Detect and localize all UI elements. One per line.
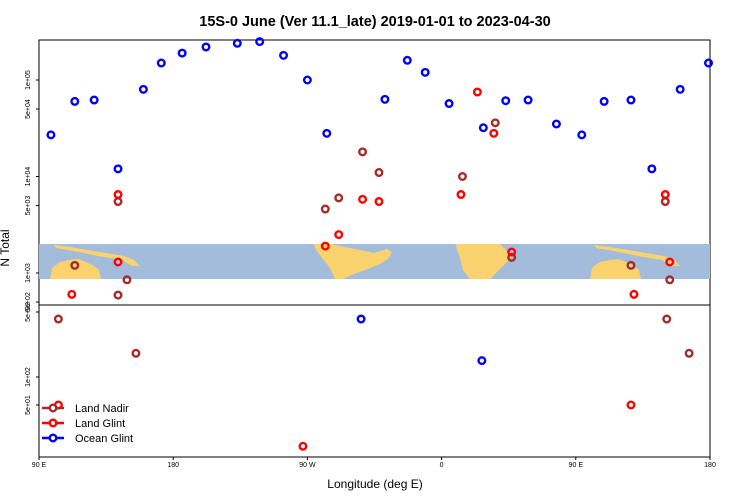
point-ocean-glint — [675, 84, 685, 94]
point-land-nadir — [457, 171, 467, 181]
x-tick-label: 0 — [440, 462, 444, 469]
point-ocean-glint — [551, 119, 561, 129]
point-land-glint — [626, 400, 636, 410]
point-ocean-glint — [402, 55, 412, 65]
y-tick-label-upper: 5e+04 — [25, 99, 32, 119]
legend-marker-land-nadir — [48, 403, 58, 413]
point-ocean-glint — [156, 58, 166, 68]
point-ocean-glint — [46, 130, 56, 140]
y-tick-label-lower: 5e+01 — [25, 395, 32, 415]
point-land-nadir — [490, 118, 500, 128]
point-land-nadir — [374, 168, 384, 178]
legend: Land Nadir Land Glint Ocean Glint — [42, 403, 133, 445]
point-land-glint — [660, 190, 670, 200]
y-tick-label-lower: 1e+02 — [25, 367, 32, 387]
point-land-glint — [472, 87, 482, 97]
point-land-glint — [334, 230, 344, 240]
x-axis: 90 E 180 90 W 0 90 E 180 — [32, 457, 716, 469]
x-tick-label: 180 — [167, 462, 179, 469]
point-ocean-glint — [70, 96, 80, 106]
map-land-islands-right — [594, 245, 680, 266]
y-tick-label-upper: 5e+03 — [25, 196, 32, 216]
map-land-south-america — [314, 244, 392, 279]
point-land-nadir — [113, 197, 123, 207]
point-land-glint — [298, 441, 308, 451]
point-ocean-glint — [232, 38, 242, 48]
point-land-nadir — [53, 314, 63, 324]
point-land-nadir — [334, 193, 344, 203]
point-land-nadir — [113, 290, 123, 300]
point-land-glint — [67, 289, 77, 299]
point-ocean-glint — [478, 123, 488, 133]
point-land-glint — [374, 197, 384, 207]
point-land-glint — [507, 247, 517, 257]
point-ocean-glint — [177, 48, 187, 58]
point-ocean-glint — [704, 58, 714, 68]
point-ocean-glint — [380, 94, 390, 104]
y-axis: 5e+02 1e+03 5e+03 1e+04 5e+04 1e+05 5e+02 1e+02… — [25, 70, 39, 415]
point-ocean-glint — [523, 95, 533, 105]
point-land-glint — [456, 190, 466, 200]
point-land-nadir — [660, 197, 670, 207]
point-land-glint — [320, 241, 330, 251]
chart-title: 15S-0 June (Ver 11.1_late) 2019-01-01 to… — [199, 14, 550, 30]
point-land-nadir — [131, 348, 141, 358]
point-ocean-glint — [322, 128, 332, 138]
point-ocean-glint — [477, 356, 487, 366]
point-land-nadir — [684, 348, 694, 358]
point-land-glint — [113, 257, 123, 267]
point-ocean-glint — [89, 95, 99, 105]
map-strip — [39, 244, 710, 279]
legend-marker-ocean-glint — [48, 433, 58, 443]
point-ocean-glint — [647, 164, 657, 174]
y-axis-label: N Total — [0, 229, 12, 266]
point-land-nadir — [320, 204, 330, 214]
point-ocean-glint — [626, 95, 636, 105]
point-land-nadir — [122, 275, 132, 285]
legend-marker-land-glint — [48, 418, 58, 428]
legend-label-land-glint: Land Glint — [75, 418, 125, 430]
legend-label-ocean-glint: Ocean Glint — [75, 433, 133, 445]
point-ocean-glint — [444, 99, 454, 109]
y-tick-label-upper: 1e+04 — [25, 167, 32, 187]
x-axis-label: Longitude (deg E) — [327, 477, 422, 491]
point-ocean-glint — [302, 75, 312, 85]
point-ocean-glint — [420, 67, 430, 77]
y-tick-label-upper: 5e+02 — [25, 292, 32, 312]
point-land-glint — [489, 128, 499, 138]
point-ocean-glint — [501, 96, 511, 106]
data-points — [46, 37, 714, 451]
point-ocean-glint — [279, 50, 289, 60]
legend-label-land-nadir: Land Nadir — [75, 403, 129, 415]
point-land-glint — [629, 289, 639, 299]
point-land-glint — [358, 194, 368, 204]
point-land-nadir — [665, 275, 675, 285]
point-ocean-glint — [356, 314, 366, 324]
point-ocean-glint — [201, 42, 211, 52]
point-land-nadir — [358, 147, 368, 157]
map-land-islands-left — [54, 245, 140, 266]
point-land-nadir — [662, 314, 672, 324]
map-land-africa — [456, 244, 512, 279]
x-tick-label: 90 E — [569, 462, 584, 469]
point-land-nadir — [626, 260, 636, 270]
point-land-nadir — [70, 260, 80, 270]
point-ocean-glint — [113, 164, 123, 174]
point-ocean-glint — [577, 130, 587, 140]
point-land-glint — [113, 190, 123, 200]
point-ocean-glint — [599, 96, 609, 106]
x-tick-label: 180 — [704, 462, 716, 469]
x-tick-label: 90 W — [299, 462, 316, 469]
point-land-glint — [665, 257, 675, 267]
point-ocean-glint — [138, 84, 148, 94]
y-tick-label-lower: 5e+02 — [25, 302, 32, 322]
x-tick-label: 90 E — [32, 462, 47, 469]
y-tick-label-upper: 1e+05 — [25, 70, 32, 90]
point-ocean-glint — [255, 37, 265, 47]
y-tick-label-upper: 1e+03 — [25, 263, 32, 283]
